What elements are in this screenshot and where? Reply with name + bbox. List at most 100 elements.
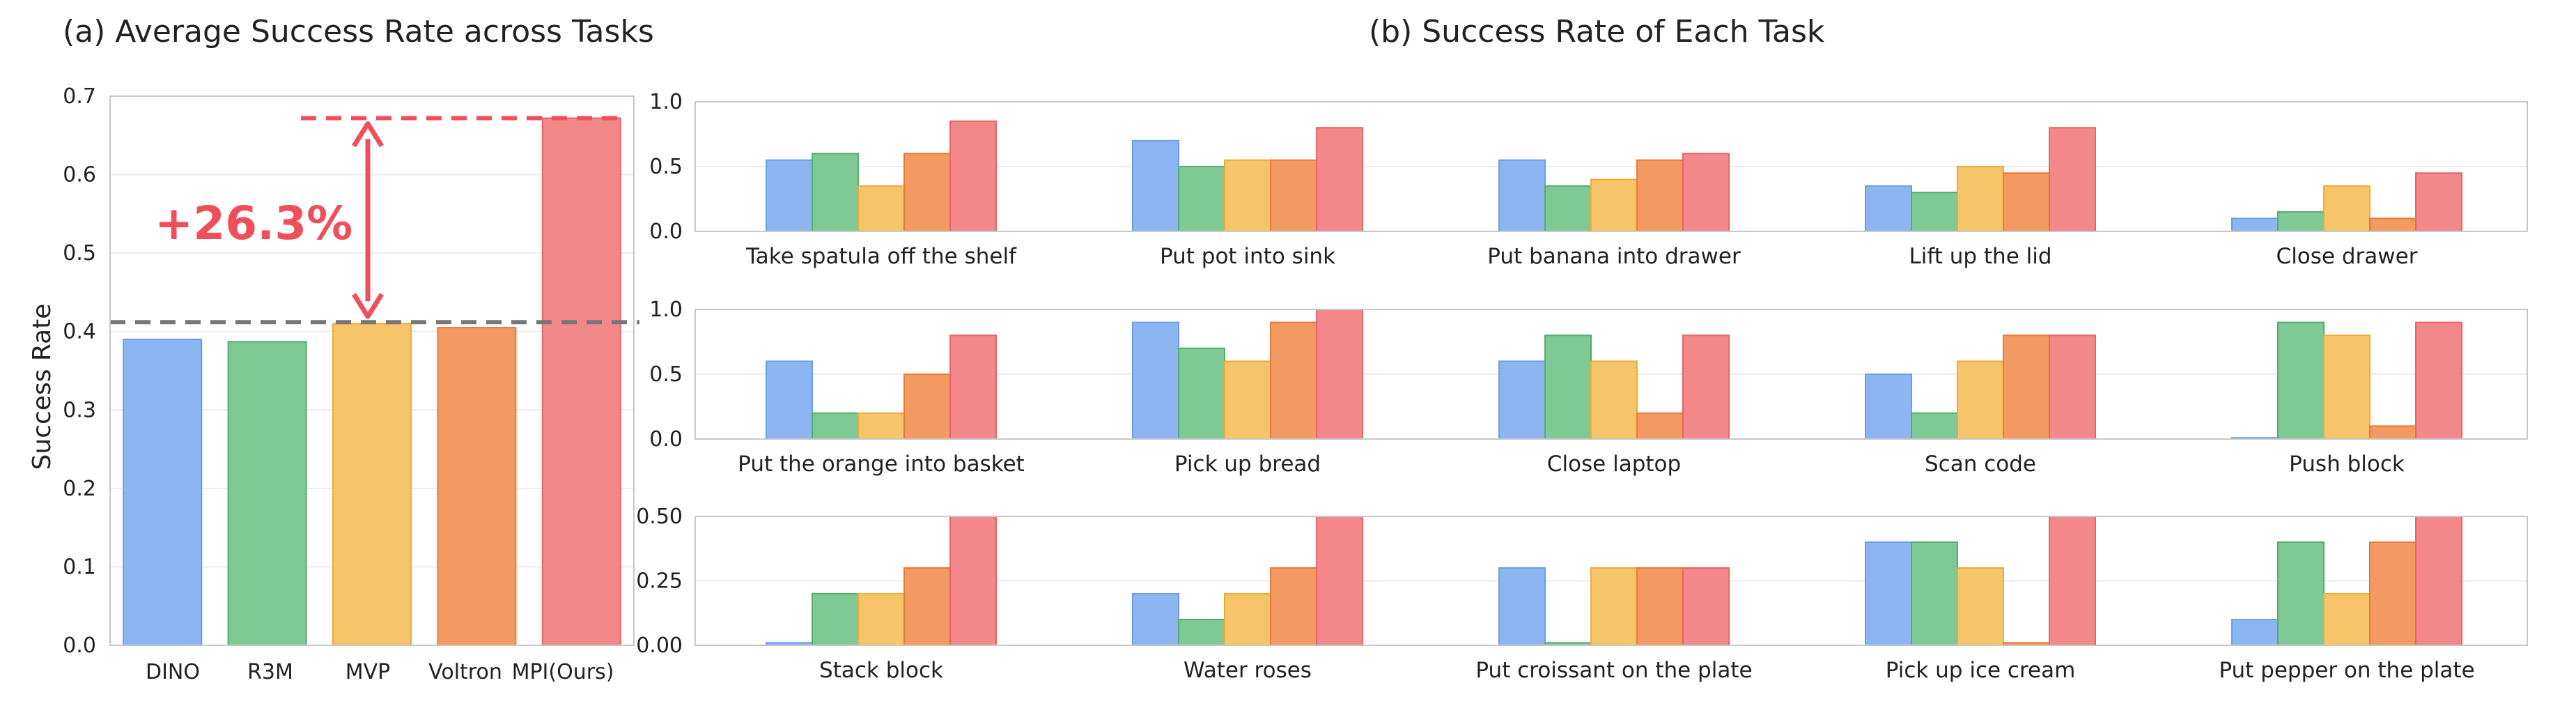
y-tick-label: 0.5 xyxy=(649,155,683,179)
bar-dino xyxy=(1498,360,1546,440)
y-tick-label: 0.5 xyxy=(63,241,96,266)
y-tick-label: 0.6 xyxy=(63,163,96,187)
bar-mpi xyxy=(2415,321,2462,440)
panel-a-average-success: (a) Average Success Rate across Tasks Su… xyxy=(28,14,654,684)
task-label: Lift up the lid xyxy=(1909,244,2051,269)
bar-mvp xyxy=(2323,335,2371,440)
bar-voltron xyxy=(2003,335,2050,440)
bar-mpi xyxy=(2415,516,2462,646)
bar-voltron xyxy=(1270,321,1317,440)
bar-mvp xyxy=(1224,593,1271,646)
bar-mvp xyxy=(858,185,905,232)
task-group: Put banana into drawer xyxy=(1487,153,1741,269)
bar-dino xyxy=(1498,159,1546,232)
bar-voltron xyxy=(1270,159,1317,232)
bar-r3m xyxy=(812,593,859,646)
bar-mpi xyxy=(2049,127,2096,232)
y-tick-label: 0.0 xyxy=(649,220,683,244)
bar-dino xyxy=(123,338,203,646)
bar-voltron xyxy=(1636,567,1684,646)
bar-mpi xyxy=(2415,172,2462,232)
task-label: Push block xyxy=(2289,452,2405,477)
bar-r3m xyxy=(1178,166,1225,232)
bar-r3m xyxy=(2277,541,2325,646)
y-tick-label: 0.7 xyxy=(63,84,96,109)
bar-dino xyxy=(2231,619,2279,646)
y-tick-label: 0.0 xyxy=(649,427,683,452)
task-label: Put banana into drawer xyxy=(1487,244,1741,269)
task-group: Put pepper on the plate xyxy=(2219,516,2475,683)
task-label: Scan code xyxy=(1925,452,2036,477)
bar-dino xyxy=(1132,593,1179,646)
task-row-frame xyxy=(695,309,2528,440)
bar-mvp xyxy=(858,412,905,440)
bar-mvp xyxy=(1224,159,1271,232)
improvement-annotation: +26.3% xyxy=(110,116,639,325)
bar-dino xyxy=(766,360,813,440)
bar-r3m xyxy=(1911,412,1958,440)
bar-mvp xyxy=(1590,178,1638,233)
bar-mpi xyxy=(949,120,997,232)
bar-voltron xyxy=(2003,172,2050,232)
bar-mpi xyxy=(1682,153,1730,232)
bar-mpi xyxy=(1682,567,1730,646)
task-group: Pick up ice cream xyxy=(1865,516,2096,683)
bar-mpi xyxy=(949,516,997,646)
bar-mvp xyxy=(332,323,412,646)
panel-b-rows: 0.0 0.5 1.0 Take spatula off the shelf Put p… xyxy=(636,90,2528,683)
bar-r3m xyxy=(227,341,307,646)
bar-voltron xyxy=(2369,217,2416,232)
bar-voltron xyxy=(903,567,951,646)
bar-dino xyxy=(2231,217,2279,232)
task-group: Pick up bread xyxy=(1132,309,1363,477)
bar-r3m xyxy=(1544,335,1592,440)
task-group: Put the orange into basket xyxy=(738,335,1025,477)
panel-a-frame xyxy=(109,95,635,646)
x-tick-label: MPI(Ours) xyxy=(512,660,614,684)
improvement-label: +26.3% xyxy=(155,197,352,250)
y-tick-label: 0.2 xyxy=(63,477,96,501)
panel-a-x-ticks: DINO R3M MVP Voltron MPI(Ours) xyxy=(146,660,614,684)
bar-dino xyxy=(1498,567,1546,646)
bar-mvp xyxy=(2323,185,2371,232)
bar-r3m xyxy=(1911,541,1958,646)
task-row-frame xyxy=(695,101,2528,232)
bar-mvp xyxy=(1957,567,2004,646)
task-label: Stack block xyxy=(819,658,943,683)
bar-mpi xyxy=(1316,309,1363,440)
bar-r3m xyxy=(812,153,859,232)
y-tick-label: 0.50 xyxy=(636,505,683,529)
panel-b-per-task-success: (b) Success Rate of Each Task 0.0 0.5 1.0 T… xyxy=(636,14,2528,683)
bar-voltron xyxy=(1270,567,1317,646)
x-tick-label: MVP xyxy=(346,660,391,684)
y-tick-label: 0.5 xyxy=(649,362,683,387)
task-label: Close laptop xyxy=(1547,452,1681,477)
x-tick-label: Voltron xyxy=(428,660,502,684)
bar-dino xyxy=(1132,139,1179,232)
task-group: Put pot into sink xyxy=(1132,127,1363,269)
bar-dino xyxy=(1865,374,1912,440)
bar-mvp xyxy=(1224,360,1271,440)
y-tick-label: 1.0 xyxy=(649,90,683,114)
task-label: Put pot into sink xyxy=(1160,244,1335,269)
bar-r3m xyxy=(1911,192,1958,233)
task-label: Pick up bread xyxy=(1174,452,1321,477)
y-tick-label: 0.3 xyxy=(63,398,96,422)
bar-mvp xyxy=(1590,567,1638,646)
bar-mvp xyxy=(858,593,905,646)
y-tick-label: 1.0 xyxy=(649,298,683,322)
bar-r3m xyxy=(2277,211,2325,233)
panel-a-title: (a) Average Success Rate across Tasks xyxy=(63,14,654,49)
task-group: Close laptop xyxy=(1498,335,1730,477)
task-group: Stack block xyxy=(766,516,997,683)
bar-mpi xyxy=(2049,516,2096,646)
bar-mpi xyxy=(1316,516,1363,646)
task-group: Push block xyxy=(2231,321,2462,477)
task-label: Close drawer xyxy=(2276,244,2418,269)
task-group: Put croissant on the plate xyxy=(1475,567,1753,683)
panel-a-bars xyxy=(123,117,621,646)
bar-voltron xyxy=(903,153,951,232)
arrow-head-up xyxy=(352,121,384,148)
panel-a-y-ticks: 0.0 0.1 0.2 0.3 0.4 0.5 0.6 0.7 xyxy=(63,84,96,658)
